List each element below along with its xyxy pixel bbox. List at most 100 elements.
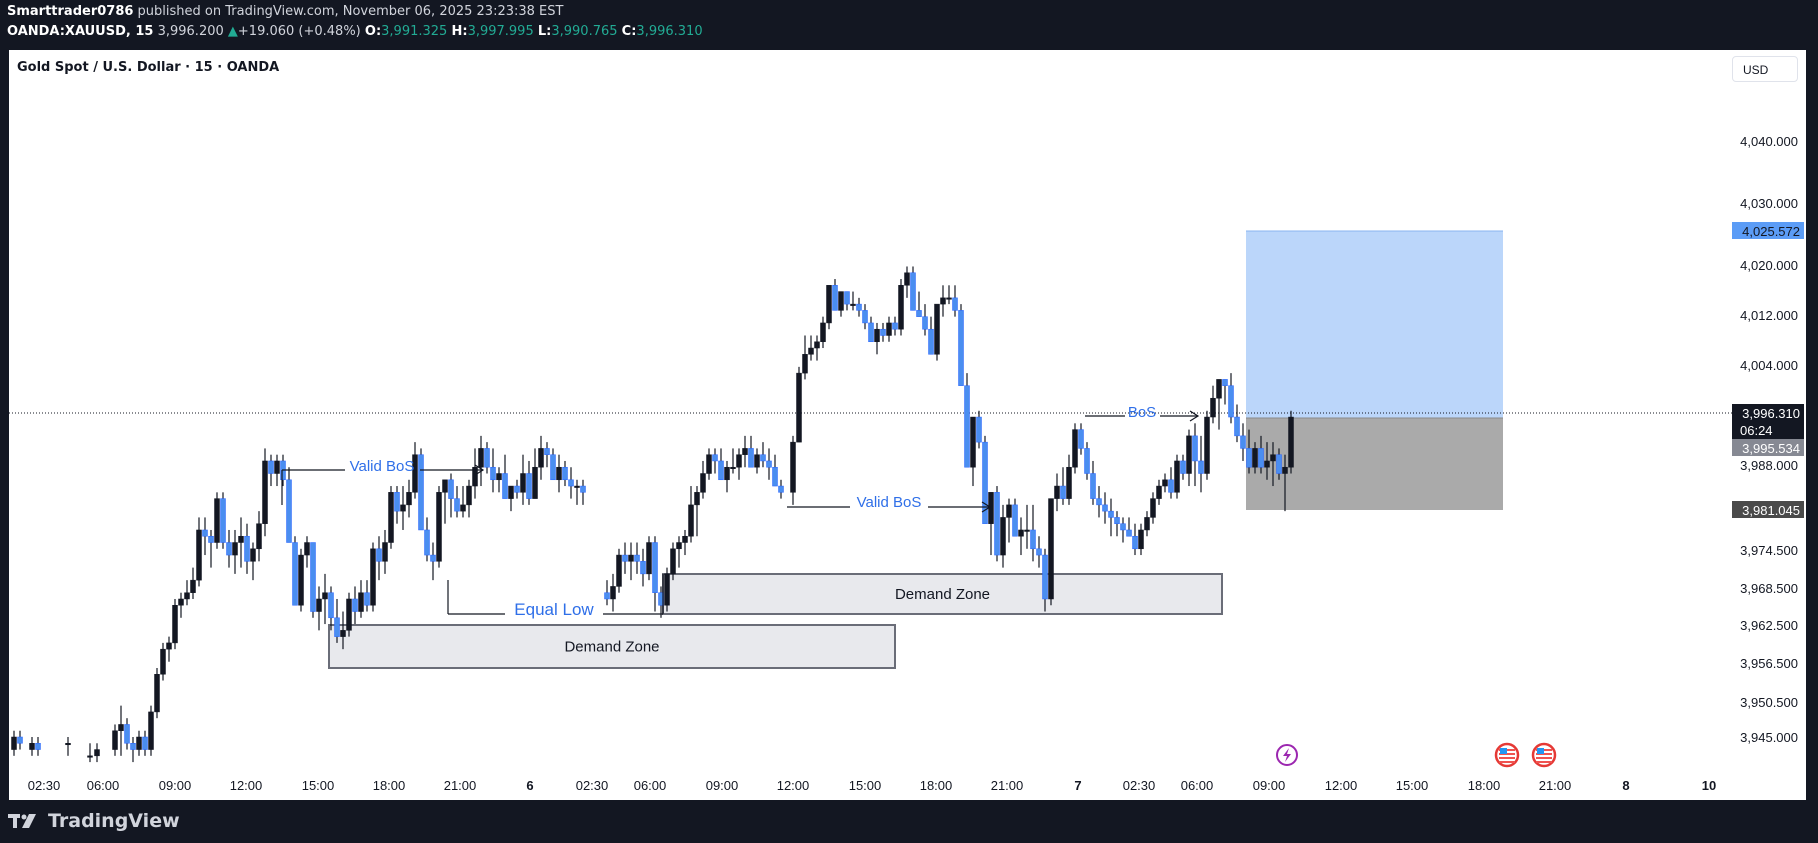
bull-candle[interactable] (29, 743, 35, 750)
bull-candle[interactable] (1210, 397, 1216, 418)
bear-candle[interactable] (892, 322, 898, 330)
bull-candle[interactable] (874, 328, 880, 343)
us-flag-event-icon[interactable] (1494, 742, 1520, 768)
bull-candle[interactable] (256, 523, 262, 550)
bear-candle[interactable] (622, 554, 628, 562)
chart-pane[interactable]: Demand Zone Demand Zone Valid BoS Equal Low… (9, 50, 1806, 800)
bull-candle[interactable] (166, 642, 172, 650)
bear-candle[interactable] (202, 529, 208, 537)
bull-candle[interactable] (814, 341, 820, 349)
bull-candle[interactable] (1138, 529, 1144, 550)
bull-candle[interactable] (850, 303, 856, 306)
bull-candle[interactable] (934, 303, 940, 355)
bull-candle[interactable] (442, 479, 448, 493)
bear-candle[interactable] (1078, 429, 1084, 449)
us-flag-event-icon[interactable] (1531, 742, 1557, 768)
bull-candle[interactable] (400, 504, 406, 512)
bull-candle[interactable] (946, 297, 952, 300)
bear-candle[interactable] (1240, 435, 1246, 449)
bear-candle[interactable] (1246, 448, 1252, 468)
bull-candle[interactable] (322, 592, 328, 600)
bull-candle[interactable] (190, 579, 196, 593)
bull-candle[interactable] (940, 297, 946, 305)
bear-candle[interactable] (364, 592, 370, 606)
bull-candle[interactable] (238, 535, 244, 543)
bear-candle[interactable] (1102, 504, 1108, 512)
bull-candle[interactable] (796, 372, 802, 443)
bull-candle[interactable] (1264, 460, 1270, 468)
bear-candle[interactable] (526, 473, 532, 499)
bear-candle[interactable] (502, 473, 508, 499)
bear-candle[interactable] (1222, 379, 1228, 386)
bear-candle[interactable] (394, 492, 400, 512)
annotation-label[interactable]: Valid BoS (857, 494, 922, 511)
bear-candle[interactable] (832, 285, 838, 311)
bear-candle[interactable] (1168, 479, 1174, 493)
bear-candle[interactable] (226, 542, 232, 556)
bull-candle[interactable] (532, 466, 538, 499)
bear-candle[interactable] (766, 460, 772, 468)
bear-candle[interactable] (1030, 529, 1036, 550)
bear-candle[interactable] (418, 454, 424, 531)
bull-candle[interactable] (1156, 485, 1162, 499)
bear-candle[interactable] (550, 454, 556, 481)
bear-candle[interactable] (760, 454, 766, 462)
bull-candle[interactable] (154, 674, 160, 713)
bull-candle[interactable] (1162, 479, 1168, 487)
bear-candle[interactable] (982, 441, 988, 524)
bull-candle[interactable] (1006, 504, 1012, 518)
bear-candle[interactable] (652, 542, 658, 593)
bull-candle[interactable] (646, 542, 652, 575)
bear-candle[interactable] (856, 303, 862, 311)
bear-candle[interactable] (868, 322, 874, 343)
bull-candle[interactable] (262, 460, 268, 524)
bull-candle[interactable] (730, 466, 736, 469)
lightning-event-icon[interactable] (1276, 744, 1298, 766)
bear-candle[interactable] (1036, 548, 1042, 556)
bull-candle[interactable] (406, 492, 412, 506)
bull-candle[interactable] (496, 473, 502, 481)
bear-candle[interactable] (922, 316, 928, 330)
bear-candle[interactable] (328, 592, 334, 619)
bull-candle[interactable] (346, 598, 352, 631)
bull-candle[interactable] (274, 460, 280, 474)
bull-candle[interactable] (694, 492, 700, 506)
bull-candle[interactable] (148, 711, 154, 750)
bear-candle[interactable] (718, 460, 724, 481)
bull-candle[interactable] (1018, 529, 1024, 537)
bull-candle[interactable] (790, 441, 796, 493)
bull-candle[interactable] (556, 466, 562, 481)
bear-candle[interactable] (124, 724, 130, 744)
bull-candle[interactable] (184, 592, 190, 600)
bull-candle[interactable] (802, 354, 808, 374)
bear-candle[interactable] (1132, 535, 1138, 550)
bull-candle[interactable] (706, 454, 712, 474)
bear-candle[interactable] (310, 542, 316, 612)
bear-candle[interactable] (1012, 504, 1018, 537)
bull-candle[interactable] (250, 548, 256, 562)
bull-candle[interactable] (700, 473, 706, 493)
annotation-label[interactable]: Equal Low (514, 600, 594, 619)
bear-candle[interactable] (1060, 485, 1066, 499)
bull-candle[interactable] (298, 554, 304, 606)
bear-candle[interactable] (544, 448, 550, 455)
price-chart[interactable]: Demand Zone Demand Zone Valid BoS Equal Low… (9, 50, 1806, 800)
bear-candle[interactable] (286, 479, 292, 543)
currency-button[interactable]: USD (1732, 56, 1798, 82)
bear-candle[interactable] (334, 617, 340, 637)
bull-candle[interactable] (136, 736, 142, 750)
bear-candle[interactable] (1108, 510, 1114, 518)
bear-candle[interactable] (928, 328, 934, 355)
bear-candle[interactable] (424, 529, 430, 556)
bear-candle[interactable] (454, 498, 460, 512)
bear-candle[interactable] (352, 598, 358, 612)
bull-candle[interactable] (574, 485, 580, 488)
demand-zone[interactable] (328, 624, 896, 669)
bear-candle[interactable] (640, 561, 646, 575)
bull-candle[interactable] (736, 454, 742, 468)
bull-candle[interactable] (118, 724, 124, 731)
bull-candle[interactable] (172, 605, 178, 644)
bear-candle[interactable] (376, 548, 382, 562)
bull-candle[interactable] (304, 542, 310, 556)
bull-candle[interactable] (1216, 379, 1222, 399)
